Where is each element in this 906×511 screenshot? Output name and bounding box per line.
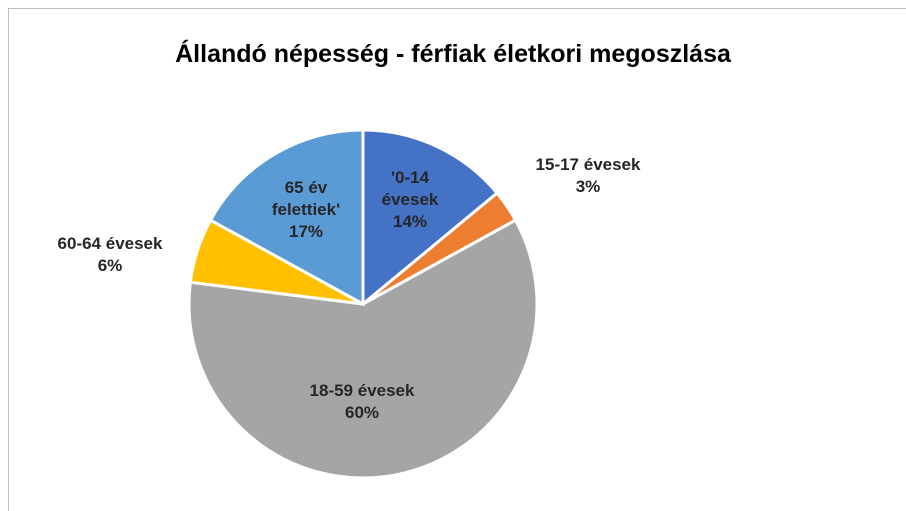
slice-category: 65 év felettiek' xyxy=(271,178,341,219)
slice-value: 17% xyxy=(288,222,324,241)
data-label: 15-17 évesek 3% xyxy=(508,154,668,198)
data-label: 60-64 évesek 6% xyxy=(30,233,190,277)
slice-value: 6% xyxy=(97,256,123,275)
slice-value: 3% xyxy=(575,177,601,196)
slice-category: 60-64 évesek xyxy=(57,234,163,253)
slice-value: 60% xyxy=(344,403,380,422)
pie-slice xyxy=(208,128,365,307)
data-label: 65 év felettiek' 17% xyxy=(256,177,356,243)
pie-slice xyxy=(187,218,539,480)
slice-value: 14% xyxy=(392,212,428,231)
chart-title: Állandó népesség - férfiak életkori mego… xyxy=(175,40,731,68)
slice-category: 15-17 évesek xyxy=(535,155,641,174)
slice-category: '0-14 évesek xyxy=(381,168,439,209)
data-label: '0-14 évesek 14% xyxy=(370,167,450,233)
slice-category: 18-59 évesek xyxy=(309,381,415,400)
pie-slice xyxy=(361,128,500,308)
chart-frame xyxy=(8,8,906,511)
data-label: 18-59 évesek 60% xyxy=(282,380,442,424)
